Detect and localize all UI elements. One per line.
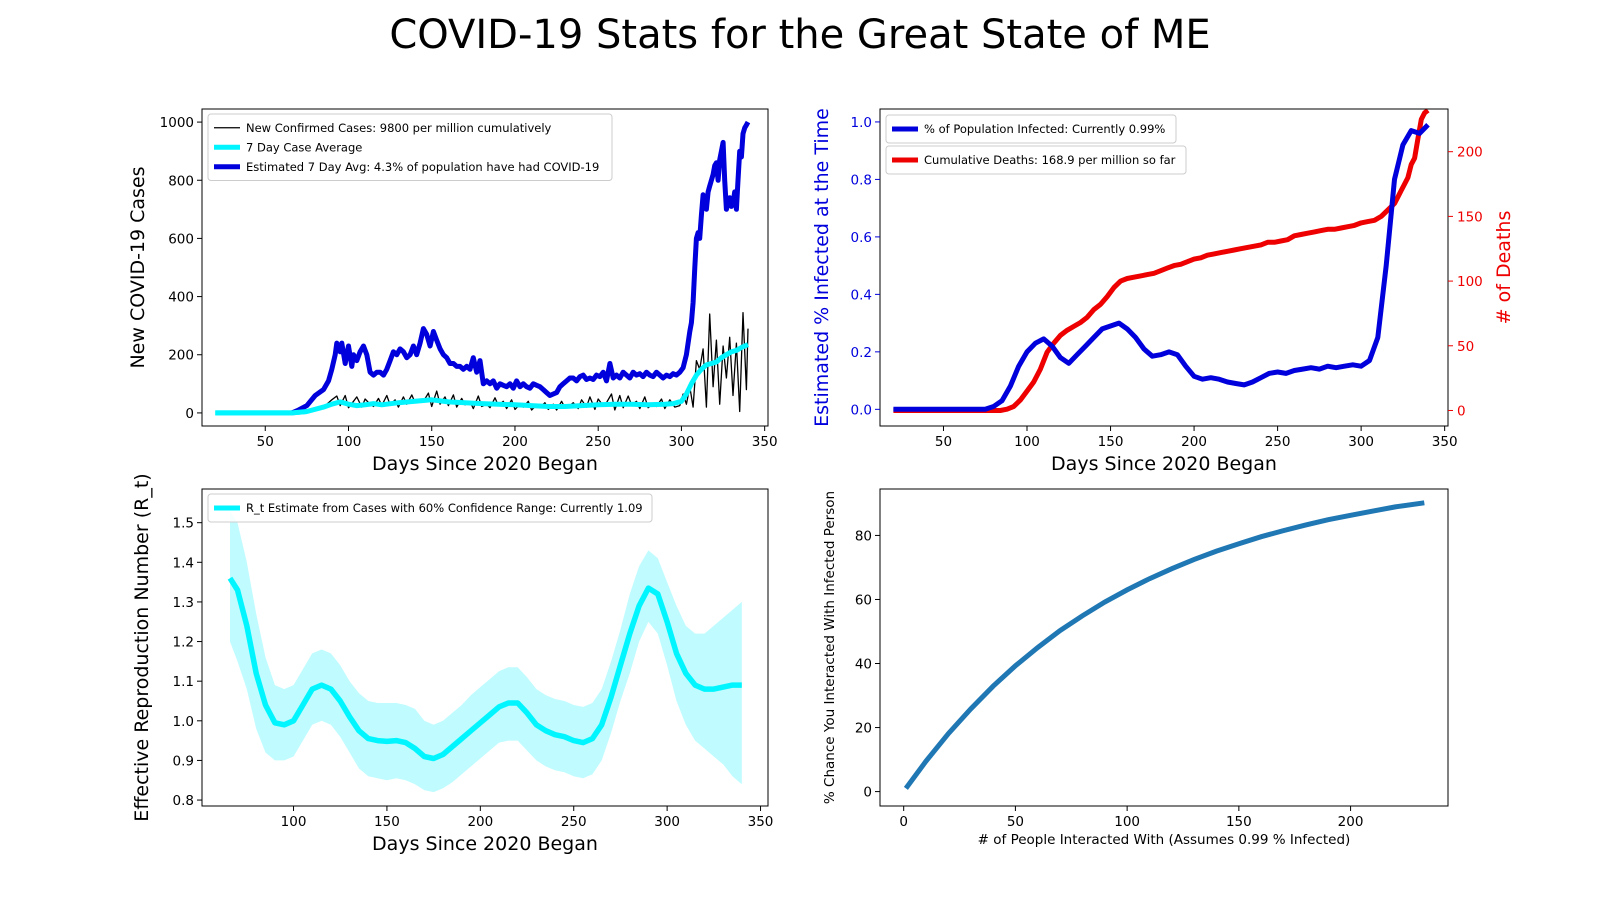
panel-reproduction-number: 100 150 200 250 300 350 0.8 0.9 1.0 1.1 1.2 1.3 1.4 1… bbox=[131, 473, 773, 855]
y-tick-label: 1.1 bbox=[173, 674, 194, 690]
x-tick-label: 50 bbox=[257, 434, 274, 450]
y-axis-label: Estimated % Infected at the Time bbox=[811, 108, 833, 427]
legend-label: % of Population Infected: Currently 0.99… bbox=[924, 122, 1165, 136]
y-tick-label: 200 bbox=[168, 348, 194, 364]
x-tick-label: 100 bbox=[1114, 814, 1140, 830]
axes-frame bbox=[879, 108, 1449, 427]
y-tick-label: 0.6 bbox=[851, 230, 872, 246]
y-tick-label: 60 bbox=[855, 592, 872, 608]
axes-frame bbox=[201, 108, 769, 427]
y2-tick-label: 150 bbox=[1457, 209, 1483, 225]
x-tick-label: 300 bbox=[654, 814, 680, 830]
panel-percent-infected-deaths: 50 100 150 200 250 300 350 0.0 0.2 0.4 0.6 0.8 1.0 Da… bbox=[811, 108, 1515, 475]
x-tick-label: 200 bbox=[1338, 814, 1364, 830]
x-tick-label: 150 bbox=[1098, 434, 1124, 450]
confidence-band bbox=[230, 510, 742, 793]
x-axis-label: # of People Interacted With (Assumes 0.9… bbox=[978, 832, 1351, 848]
y-tick-label: 1.0 bbox=[173, 714, 194, 730]
legend-label: R_t Estimate from Cases with 60% Confide… bbox=[246, 501, 643, 515]
y-tick-label: 1.5 bbox=[173, 516, 194, 532]
y2-tick-label: 100 bbox=[1457, 274, 1483, 290]
y-tick-label: 0.8 bbox=[851, 172, 872, 188]
x-tick-label: 0 bbox=[899, 814, 908, 830]
x-tick-label: 250 bbox=[561, 814, 587, 830]
figure-title: COVID-19 Stats for the Great State of ME bbox=[389, 12, 1211, 58]
legend-label: Cumulative Deaths: 168.9 per million so … bbox=[924, 153, 1176, 167]
y-tick-label: 600 bbox=[168, 231, 194, 247]
y-tick-label: 0 bbox=[863, 785, 872, 801]
legend-box bbox=[207, 493, 653, 523]
x-tick-label: 50 bbox=[935, 434, 952, 450]
x-tick-label: 250 bbox=[1265, 434, 1291, 450]
series-line-rt-estimate bbox=[227, 576, 742, 762]
series-line-case-average-start bbox=[215, 409, 308, 416]
y-tick-label: 0 bbox=[185, 406, 194, 422]
y-tick-label: 1.3 bbox=[173, 595, 194, 611]
x-tick-label: 250 bbox=[585, 434, 611, 450]
x-tick-label: 350 bbox=[748, 814, 774, 830]
y-tick-label: 40 bbox=[855, 657, 872, 673]
y2-tick-label: 0 bbox=[1457, 403, 1466, 419]
x-tick-label: 50 bbox=[1007, 814, 1024, 830]
x-axis-label: Days Since 2020 Began bbox=[372, 453, 598, 475]
axes-frame bbox=[201, 488, 769, 807]
x-tick-label: 300 bbox=[669, 434, 695, 450]
x-tick-label: 200 bbox=[467, 814, 493, 830]
y-axis-label: New COVID-19 Cases bbox=[127, 166, 149, 368]
legend-label: Estimated 7 Day Avg: 4.3% of population … bbox=[246, 160, 599, 174]
x-tick-label: 350 bbox=[752, 434, 778, 450]
series-line-new-cases bbox=[291, 311, 749, 414]
y-tick-label: 0.0 bbox=[851, 402, 872, 418]
x-tick-label: 150 bbox=[419, 434, 445, 450]
y-tick-label: 0.4 bbox=[851, 287, 872, 303]
series-line-cumulative-deaths bbox=[893, 108, 1430, 413]
y-tick-label: 1.2 bbox=[173, 635, 194, 651]
series-line-percent-infected bbox=[893, 123, 1430, 412]
y2-tick-label: 200 bbox=[1457, 145, 1483, 161]
x-tick-label: 100 bbox=[1014, 434, 1040, 450]
y-tick-label: 20 bbox=[855, 721, 872, 737]
axes-frame bbox=[879, 488, 1449, 807]
y-tick-label: 800 bbox=[168, 173, 194, 189]
x-tick-label: 200 bbox=[502, 434, 528, 450]
legend-box bbox=[885, 145, 1187, 175]
y-tick-label: 0.2 bbox=[851, 345, 872, 361]
y-tick-label: 1.0 bbox=[851, 115, 872, 131]
panel-new-cases: 50 100 150 200 250 300 350 0 200 400 600 800 1000 Day… bbox=[127, 108, 778, 475]
legend-label: New Confirmed Cases: 9800 per million cu… bbox=[246, 121, 552, 135]
y-axis-label: % Chance You Interacted With Infected Pe… bbox=[822, 491, 838, 804]
y2-axis-label: # of Deaths bbox=[1493, 211, 1515, 325]
series-line-estimated-average bbox=[290, 120, 751, 416]
legend-box bbox=[207, 113, 613, 181]
x-tick-label: 150 bbox=[374, 814, 400, 830]
y2-tick-label: 50 bbox=[1457, 339, 1474, 355]
x-tick-label: 100 bbox=[281, 814, 307, 830]
panel-infection-chance: 0 50 100 150 200 0 20 40 60 80 # of People Interac… bbox=[822, 488, 1449, 848]
y-axis-label: Effective Reproduction Number (R_t) bbox=[131, 473, 153, 821]
y-tick-label: 80 bbox=[855, 528, 872, 544]
y-tick-label: 400 bbox=[168, 290, 194, 306]
x-tick-label: 200 bbox=[1181, 434, 1207, 450]
x-tick-label: 300 bbox=[1348, 434, 1374, 450]
legend-label: 7 Day Case Average bbox=[246, 140, 362, 154]
x-axis-label: Days Since 2020 Began bbox=[1051, 453, 1277, 475]
y-tick-label: 1000 bbox=[160, 115, 194, 131]
x-axis-label: Days Since 2020 Began bbox=[372, 833, 598, 855]
series-line-infection-chance bbox=[903, 500, 1425, 790]
y-tick-label: 1.4 bbox=[173, 555, 194, 571]
x-tick-label: 350 bbox=[1432, 434, 1458, 450]
y-tick-label: 0.9 bbox=[173, 753, 194, 769]
series-line-case-average bbox=[215, 342, 750, 416]
x-tick-label: 100 bbox=[336, 434, 362, 450]
y-tick-label: 0.8 bbox=[173, 793, 194, 809]
x-tick-label: 150 bbox=[1226, 814, 1252, 830]
legend-box bbox=[885, 114, 1177, 144]
